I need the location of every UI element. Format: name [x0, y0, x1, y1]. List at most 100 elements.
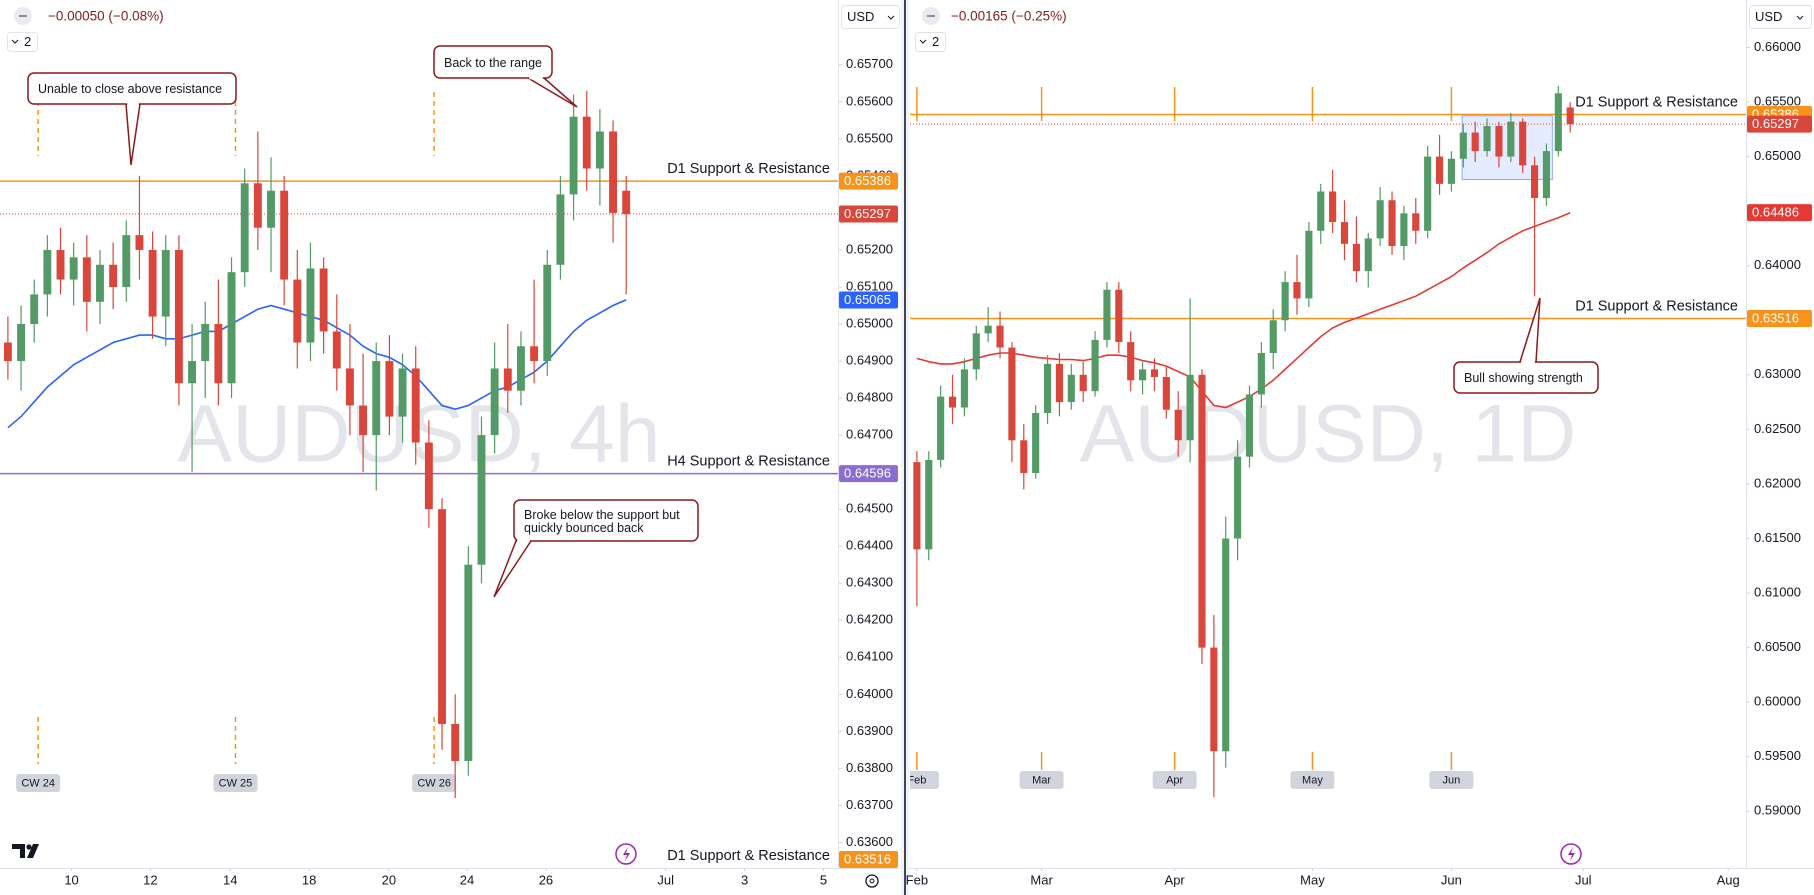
replay-button[interactable]: [1560, 843, 1582, 865]
level-tag: [839, 851, 898, 868]
plot-area: AUDUSD, 1D Feb Mar Apr May Jun: [907, 87, 1746, 789]
candle-body: [1067, 374, 1075, 403]
marker-pill: [1152, 771, 1197, 789]
candle-body: [1234, 456, 1242, 539]
pane-count: 2: [932, 34, 939, 49]
x-tick-label: Jul: [657, 872, 674, 887]
candle-body: [477, 435, 486, 565]
candle-body: [267, 190, 275, 228]
y-tick-label: 0.65000: [1754, 148, 1801, 163]
candle-body: [1043, 363, 1052, 413]
x-tick-label: 14: [223, 872, 237, 887]
callout-text: Bull showing strength: [1464, 371, 1583, 385]
candle-body: [1008, 347, 1016, 441]
callout: Bull showing strength: [1464, 371, 1583, 385]
marker-label: Feb: [907, 774, 926, 786]
bolt-icon: [623, 847, 630, 861]
last-price-tag-label: 0.65297: [844, 206, 891, 221]
marker-label: CW 25: [219, 777, 253, 789]
y-tick-label: 0.59500: [1754, 748, 1801, 763]
y-tick-label: 0.64200: [846, 612, 893, 627]
y-tick-label: 0.62500: [1754, 421, 1801, 436]
y-tick-label: 0.61000: [1754, 584, 1801, 599]
candle-body: [1495, 126, 1503, 157]
candle-body: [109, 264, 118, 287]
y-tick-label: 0.65700: [846, 56, 893, 71]
candle-body: [306, 268, 315, 343]
level-label: D1 Support & Resistance: [1575, 298, 1738, 314]
candle-body: [69, 257, 78, 280]
candle-body: [1055, 363, 1063, 403]
callout-text: Unable to close above resistance: [38, 82, 223, 96]
candle-body: [1162, 376, 1170, 410]
level-label: D1 Support & Resistance: [1575, 94, 1738, 110]
y-tick-label: 0.64800: [846, 390, 893, 405]
candle-body: [996, 325, 1004, 348]
candle-body: [1317, 191, 1325, 231]
marker-pill: [1429, 771, 1474, 789]
y-tick-label: 0.60000: [1754, 694, 1801, 709]
candle-body: [30, 294, 39, 325]
candle-body: [1281, 282, 1289, 321]
candle-body: [43, 249, 52, 295]
settings-button[interactable]: [865, 874, 879, 888]
ma-tag-label: 0.64486: [1752, 205, 1799, 220]
candle-body: [1257, 352, 1265, 395]
currency-select[interactable]: [841, 5, 900, 29]
marker-pill: [1290, 771, 1335, 789]
pane-count-button[interactable]: [7, 32, 38, 52]
currency-select[interactable]: [1749, 5, 1812, 29]
candle-body: [1388, 200, 1396, 247]
y-tick-label: 0.64300: [846, 575, 893, 590]
y-tick-label: 0.59000: [1754, 803, 1801, 818]
chevron-icon: [1796, 15, 1804, 20]
candle-body: [319, 268, 328, 332]
marker-label: CW 26: [417, 777, 451, 789]
candle-body: [1115, 289, 1123, 343]
candle-body: [1519, 121, 1527, 166]
candle-body: [135, 235, 144, 250]
y-tick-label: 0.63700: [846, 797, 893, 812]
candle-body: [345, 368, 354, 406]
candle-body: [253, 183, 262, 228]
candle-body: [161, 249, 170, 317]
candle-body: [398, 368, 407, 417]
candle-body: [972, 333, 980, 370]
y-tick-label: 0.65000: [846, 315, 893, 330]
candle-body: [188, 361, 197, 384]
candle-body: [1329, 191, 1337, 223]
candle-body: [1566, 107, 1574, 125]
replay-button[interactable]: [615, 843, 637, 865]
candle-body: [543, 264, 552, 362]
y-tick-label: 0.63900: [846, 723, 893, 738]
change-text: −0.00050 (−0.08%): [48, 9, 164, 24]
callout-text: Broke below the support but quickly boun…: [524, 507, 680, 535]
candle-body: [913, 462, 921, 550]
moving-average: [916, 211, 1571, 409]
candle-body: [530, 346, 539, 362]
y-tick-label: 0.64700: [846, 427, 893, 442]
candle-body: [1269, 320, 1277, 353]
y-tick-label: 0.65100: [846, 278, 893, 293]
pane-count-button[interactable]: [915, 32, 946, 52]
settings-icon: [869, 878, 875, 884]
candle-body: [438, 509, 446, 724]
candle-body: [1412, 213, 1420, 231]
y-tick-label: 0.61500: [1754, 530, 1801, 545]
candle-body: [1222, 538, 1230, 752]
candle-body: [1531, 165, 1539, 199]
candle-body: [609, 131, 617, 213]
y-tick-label: 0.65600: [846, 93, 893, 108]
level-tag: [839, 172, 898, 190]
marker-pill: [910, 771, 939, 789]
callout: Unable to close above resistance: [38, 82, 223, 96]
candle-body: [451, 723, 460, 761]
candle-body: [1186, 374, 1194, 441]
last-price-tag: [839, 205, 898, 223]
candle-body: [1352, 243, 1360, 272]
candle-body: [332, 331, 341, 369]
y-tick-label: 0.65200: [846, 241, 893, 256]
y-tick-label: 0.63800: [846, 760, 893, 775]
level-tag-label: 0.64596: [844, 466, 891, 481]
level-tag-label: 0.65386: [844, 173, 891, 188]
